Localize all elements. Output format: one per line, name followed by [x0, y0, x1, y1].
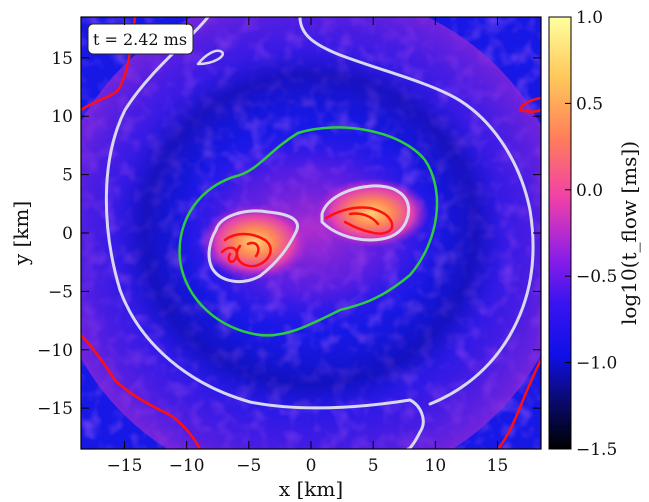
y-tick-label: −10	[37, 341, 73, 361]
x-tick-label: −15	[107, 456, 143, 476]
white-contour-small-loop	[196, 49, 225, 66]
colorbar-tick-label: −0.5	[576, 267, 617, 287]
time-annotation: t = 2.42 ms	[87, 23, 194, 55]
white-contour-outer	[104, 17, 425, 449]
x-tick-label: 10	[425, 456, 447, 476]
y-tick-label: 5	[62, 166, 73, 186]
red-contour-right-top	[518, 96, 541, 113]
y-tick-label: 10	[51, 107, 73, 127]
colorbar-tick-label: 1.0	[576, 8, 603, 28]
colorbar	[548, 16, 572, 450]
green-contour	[178, 126, 439, 337]
heatmap-right-lobe	[314, 178, 430, 248]
time-label: t = 2.42 ms	[93, 30, 187, 49]
red-contour-right-lobe	[324, 206, 394, 235]
x-tick-label: 15	[487, 456, 509, 476]
y-tick-label: −5	[48, 282, 73, 302]
y-axis-label: y [km]	[9, 201, 33, 266]
y-tick-label: 15	[51, 49, 73, 69]
x-axis-label: x [km]	[279, 477, 343, 501]
x-tick-label: 0	[306, 456, 317, 476]
colorbar-tick-label: −1.5	[576, 440, 617, 460]
colorbar-tick-label: 0.5	[576, 94, 603, 114]
red-contour-bottom-left	[81, 333, 202, 449]
colorbar-label: log10(t_flow [ms])	[617, 141, 641, 325]
y-axis-ticks: −15 −10 −5 0 5 10 15	[37, 49, 541, 419]
x-tick-label: −10	[169, 456, 205, 476]
white-contour-left-lobe	[207, 209, 299, 284]
x-tick-label: 5	[368, 456, 379, 476]
x-axis-ticks: −15 −10 −5 0 5 10 15	[107, 17, 509, 476]
white-contour-top	[298, 17, 535, 406]
y-tick-label: 0	[62, 224, 73, 244]
colorbar-tick-label: 0.0	[576, 181, 603, 201]
red-contour-bottom-right	[496, 358, 541, 449]
colorbar-ticks: −1.5 −1.0 −0.5 0.0 0.5 1.0	[565, 8, 617, 460]
plot-area	[81, 17, 541, 449]
x-tick-label: −5	[236, 456, 261, 476]
red-contour-left-lobe	[220, 232, 272, 268]
y-tick-label: −15	[37, 399, 73, 419]
white-contour-right-lobe	[320, 184, 411, 242]
colorbar-tick-label: −1.0	[576, 354, 617, 374]
